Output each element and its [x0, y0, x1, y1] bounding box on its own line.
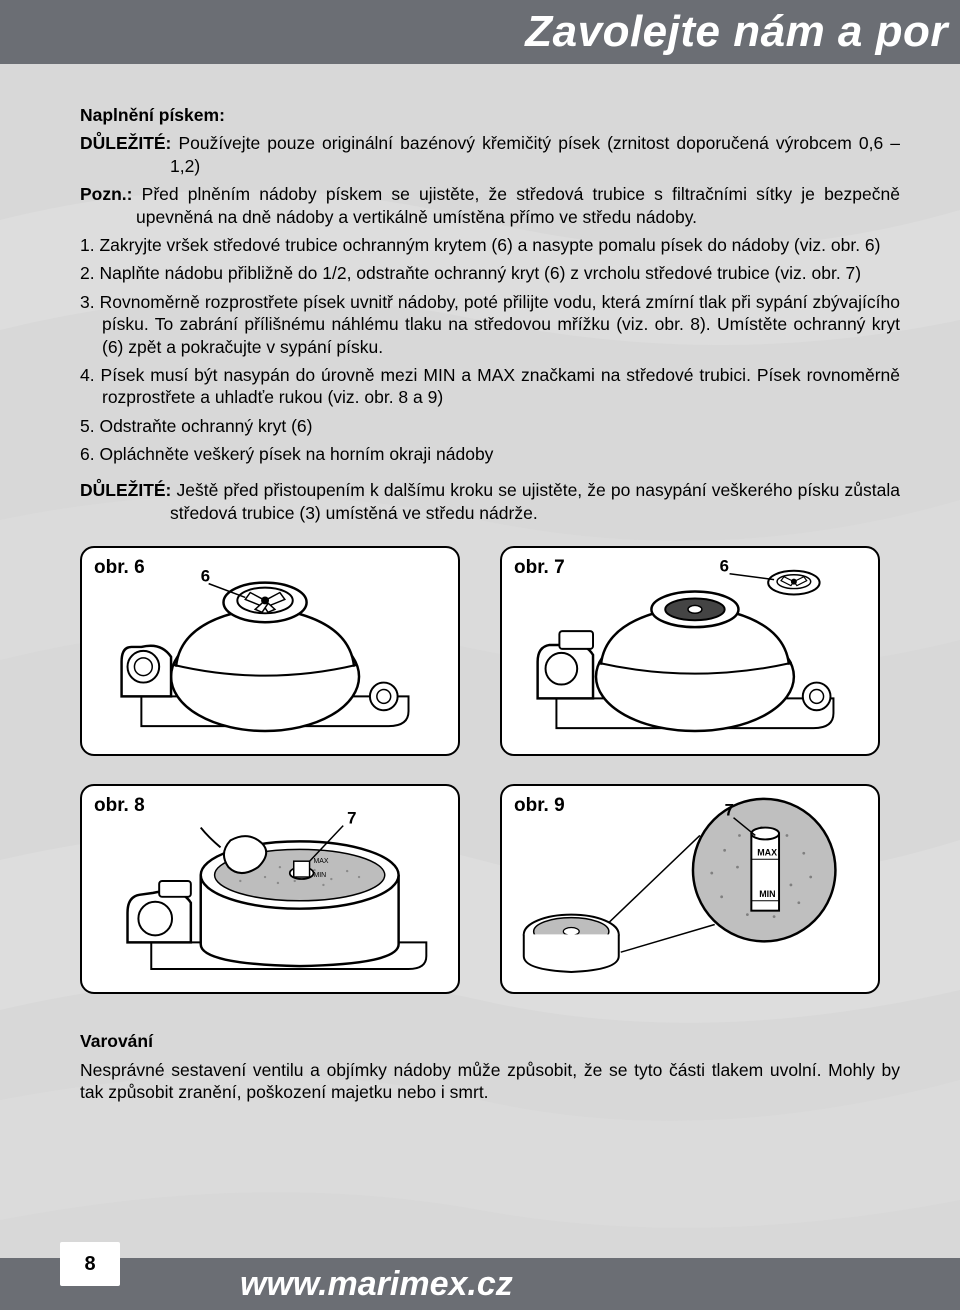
- figure-8: obr. 8 MAX MIN: [80, 784, 460, 994]
- note-text: Před plněním nádoby pískem se ujistěte, …: [136, 184, 900, 226]
- figure-9-callout: 7: [725, 801, 734, 820]
- note-label: Pozn.:: [80, 184, 133, 204]
- important-1-text: Používejte pouze originální bazénový kře…: [170, 133, 900, 175]
- main-content: Naplnění pískem: DŮLEŽITÉ: Používejte po…: [0, 64, 960, 1103]
- important-2: DŮLEŽITÉ: Ještě před přistoupením k dalš…: [80, 479, 900, 524]
- fig8-min: MIN: [314, 872, 327, 879]
- footer-banner: www.marimex.cz: [0, 1258, 960, 1310]
- figure-7-svg: 6: [502, 548, 878, 756]
- step-2: 2. Naplňte nádobu přibližně do 1/2, odst…: [80, 262, 900, 284]
- figure-6: obr. 6: [80, 546, 460, 756]
- footer-url: www.marimex.cz: [240, 1265, 513, 1304]
- important-2-label: DŮLEŽITÉ:: [80, 480, 171, 500]
- figures-grid: obr. 6: [80, 546, 900, 994]
- step-1: 1. Zakryjte vršek středové trubice ochra…: [80, 234, 900, 256]
- note: Pozn.: Před plněním nádoby pískem se uji…: [80, 183, 900, 228]
- warning-text: Nesprávné sestavení ventilu a objímky ná…: [80, 1059, 900, 1104]
- page-number: 8: [60, 1242, 120, 1286]
- warning-title: Varování: [80, 1030, 900, 1052]
- warning-block: Varování Nesprávné sestavení ventilu a o…: [80, 1030, 900, 1103]
- figure-6-callout: 6: [201, 567, 210, 586]
- figure-8-svg: MAX MIN 7: [82, 786, 458, 994]
- step-5: 5. Odstraňte ochranný kryt (6): [80, 415, 900, 437]
- header-banner: Zavolejte nám a por: [0, 0, 960, 64]
- header-title: Zavolejte nám a por: [525, 7, 948, 56]
- section-title: Naplnění pískem:: [80, 104, 900, 126]
- fig8-max: MAX: [314, 858, 329, 865]
- step-4: 4. Písek musí být nasypán do úrovně mezi…: [80, 364, 900, 409]
- figure-9-svg: MAX MIN 7: [502, 786, 878, 994]
- figure-7-callout: 6: [720, 557, 729, 576]
- important-2-text: Ještě před přistoupením k dalšímu kroku …: [170, 480, 900, 522]
- figure-7: obr. 7: [500, 546, 880, 756]
- fig9-max: MAX: [757, 848, 777, 858]
- fig9-min: MIN: [759, 889, 775, 899]
- page-number-value: 8: [84, 1253, 95, 1276]
- important-1-label: DŮLEŽITÉ:: [80, 133, 171, 153]
- important-1: DŮLEŽITÉ: Používejte pouze originální ba…: [80, 132, 900, 177]
- step-6: 6. Opláchněte veškerý písek na horním ok…: [80, 443, 900, 465]
- step-3: 3. Rovnoměrně rozprostřete písek uvnitř …: [80, 291, 900, 358]
- figure-9: obr. 9 MAX MIN: [500, 784, 880, 994]
- figure-6-svg: 6: [82, 548, 458, 756]
- figure-8-callout: 7: [347, 809, 356, 828]
